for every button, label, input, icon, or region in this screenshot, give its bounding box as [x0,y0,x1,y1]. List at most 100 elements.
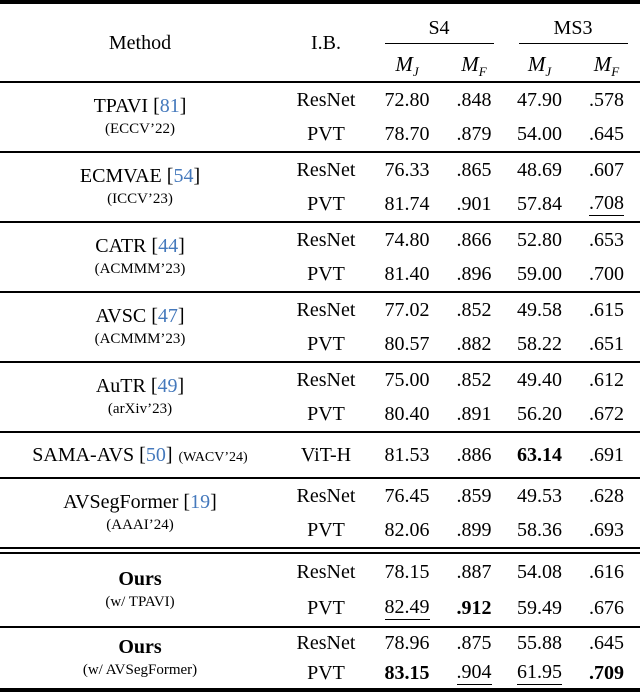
metric-value-cell: 78.96 [372,632,442,654]
metric-value: .653 [589,229,624,251]
metric-value-cell: 52.80 [506,229,573,251]
divider [0,361,640,363]
method-name: AVSegFormer [63,490,179,513]
citation-link[interactable]: 81 [159,94,180,117]
metric-value: 52.80 [517,229,562,251]
metric-value-cell: 76.45 [372,485,442,507]
metric-value: 54.08 [517,561,562,583]
metric-value-cell: 78.15 [372,561,442,583]
metric-value-cell: .691 [573,444,640,466]
metric-value: .887 [456,561,492,583]
metric-value-cell: .615 [573,299,640,321]
citation-bracket-close: ] [177,304,185,327]
metric-m-symbol: M [527,51,546,76]
metric-header-s4-mj: MJ [372,49,442,79]
metric-value: 57.84 [517,193,562,215]
method-cell: TPAVI [81] (ECCV’22) [0,95,280,140]
method-group: SAMA-AVS [50] (WACV’24) ViT-H 81.53 .886 63.14… [0,433,640,477]
divider-cmid-ms3 [519,43,628,44]
metric-value: 81.74 [384,193,430,215]
metric-value-cell: 75.00 [372,369,442,391]
method-group: ECMVAE [54] (ICCV’23) ResNet 76.33 .865 48.69.… [0,153,640,221]
metric-value: .859 [456,485,492,507]
metric-sub-j: J [412,63,419,79]
metric-value: 78.70 [384,123,430,145]
metric-value-cell: .628 [573,485,640,507]
col-header-method: Method [108,31,172,54]
metric-value-cell: .708 [573,192,640,216]
method-name: TPAVI [93,94,149,117]
metric-value-cell: 59.49 [506,597,573,619]
backbone-cell: PVT [307,403,345,425]
venue-label: (arXiv’23) [107,400,173,417]
venue-label: (w/ AVSegFormer) [82,661,198,678]
metric-value: .852 [456,299,492,321]
metric-m-symbol: M [461,51,479,76]
backbone-cell: ResNet [296,299,356,321]
metric-value: 74.80 [384,229,430,251]
metric-value: .882 [456,333,492,355]
metric-value: 61.95 [517,661,562,685]
metric-m-symbol: M [593,51,612,76]
group-header-ms3-label: MS3 [553,17,593,39]
metric-value: .912 [456,597,492,619]
citation-bracket-close: ] [179,94,187,117]
metric-value-cell: 80.40 [372,403,442,425]
metric-value: .899 [456,519,492,541]
method-name: CATR [95,234,147,257]
metric-value-cell: .645 [573,123,640,145]
group-header-ms3: MS3 [506,4,640,44]
metric-value-cell: 81.74 [372,193,442,215]
metric-value: .879 [456,123,492,145]
metric-value: 55.88 [517,632,562,654]
metric-value-cell: 61.95 [506,661,573,685]
metric-value-cell: 81.53 [372,444,442,466]
divider [0,626,640,628]
venue-label: (AAAI’24) [106,516,174,533]
metric-value-cell: .882 [442,333,506,355]
citation-link[interactable]: 54 [173,164,194,187]
metric-value: 72.80 [384,89,430,111]
metric-value-cell: .848 [442,89,506,111]
method-cell: AuTR [49] (arXiv’23) [0,375,280,420]
metric-value-cell: .899 [442,519,506,541]
metric-value: 78.15 [384,561,430,583]
metric-value-cell: .852 [442,369,506,391]
metric-value: 80.40 [384,403,430,425]
metric-value-cell: 57.84 [506,193,573,215]
metric-header-ms3-mj: MJ [506,49,573,78]
citation-link[interactable]: 49 [157,374,178,397]
metric-value: .645 [589,123,624,145]
metric-value-cell: 72.80 [372,89,442,111]
table-body: TPAVI [81] (ECCV’22) ResNet 72.80.848 47.90.5… [0,83,640,692]
method-group: Ours (w/ AVSegFormer) ResNet 78.96 .875 55.88… [0,628,640,688]
metric-value: 82.49 [384,596,430,620]
group-header-s4: S4 [372,4,506,44]
divider [0,477,640,479]
method-name-line: AuTR [49] [0,375,280,398]
citation-link[interactable]: 44 [158,234,179,257]
citation-link[interactable]: 19 [190,490,211,513]
metric-value: 76.45 [384,485,430,507]
method-name-line: SAMA-AVS [50] (WACV’24) [0,444,280,467]
metric-value: .676 [589,597,624,619]
metric-value-cell: .904 [442,661,506,685]
backbone-cell: ResNet [296,89,356,111]
venue-label: (WACV’24) [178,449,248,465]
backbone-cell: PVT [307,662,345,684]
metric-value: .866 [456,229,492,251]
metric-value: .645 [589,632,624,654]
metric-value: .875 [456,632,492,654]
metric-value: .615 [589,299,624,321]
metric-value-cell: .886 [442,444,506,466]
divider [0,431,640,433]
method-name: ECMVAE [79,164,162,187]
citation-bracket-open: [ [151,234,159,257]
metric-header-ms3-mf: MF [573,49,640,78]
metric-value: .708 [589,192,624,216]
citation-link[interactable]: 50 [145,443,166,466]
venue-label: (w/ TPAVI) [105,593,175,610]
backbone-cell: ResNet [296,369,356,391]
metric-value: 81.40 [384,263,430,285]
citation-link[interactable]: 47 [157,304,178,327]
